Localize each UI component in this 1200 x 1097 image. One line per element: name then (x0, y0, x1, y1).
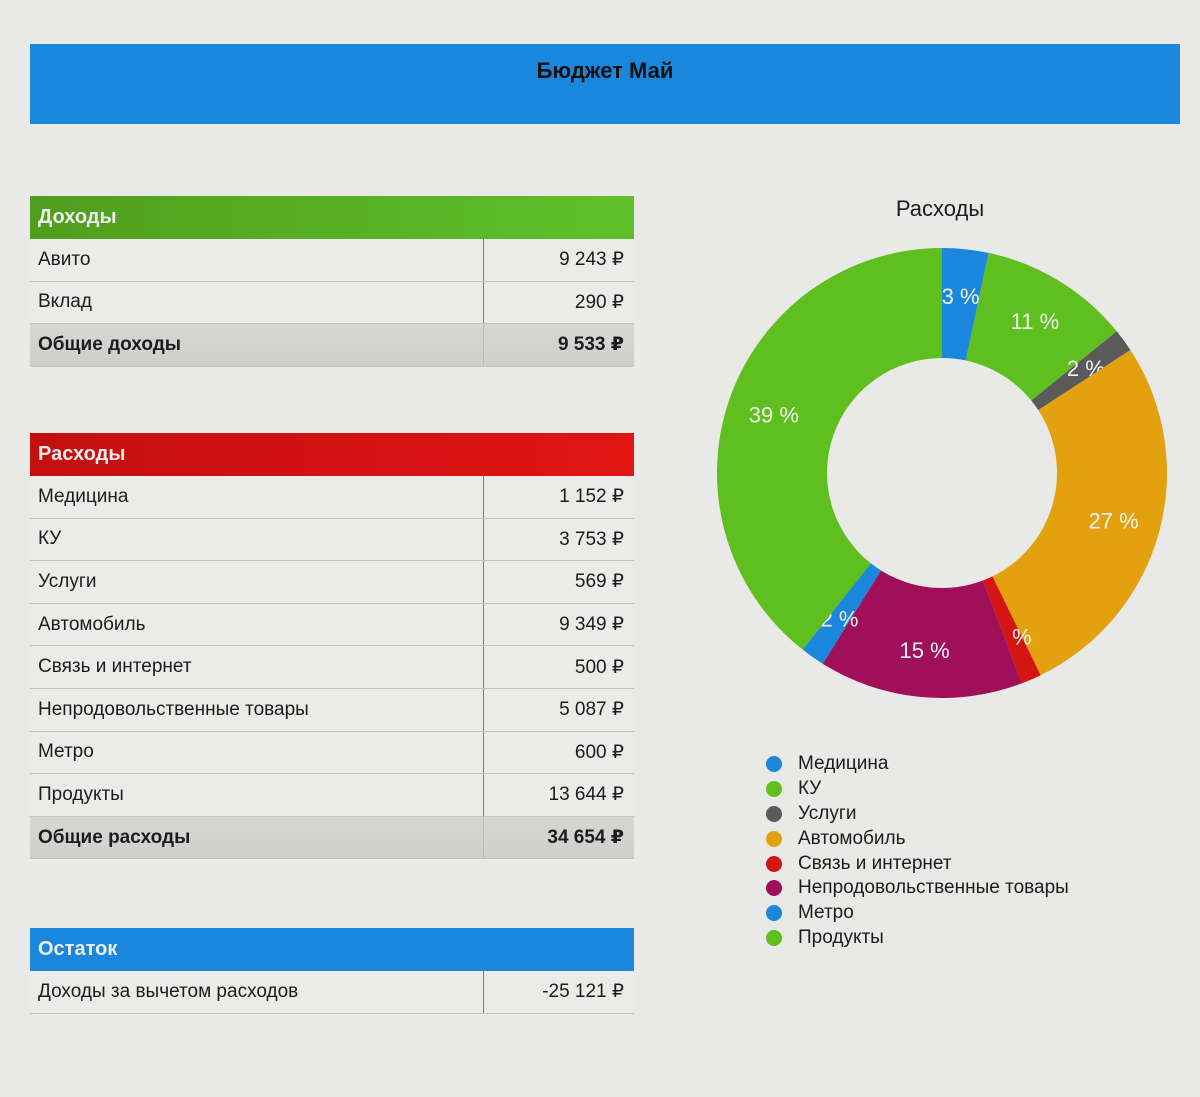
table-row: Медицина 1 152 ₽ (30, 476, 634, 519)
table-row: Услуги 569 ₽ (30, 561, 634, 604)
row-value: -25 121 ₽ (542, 981, 624, 1003)
slice-label-8: 39 % (749, 403, 799, 428)
row-value: 3 753 ₽ (559, 528, 624, 550)
legend-dot-icon (766, 756, 782, 773)
pie-slice-4 (992, 350, 1167, 676)
legend-dot-icon (766, 805, 782, 822)
legend-item: Непродовольственные товары (766, 876, 1069, 901)
table-row: КУ 3 753 ₽ (30, 518, 634, 562)
legend-label: Непродовольственные товары (798, 877, 1069, 899)
row-value: 9 349 ₽ (559, 614, 624, 636)
row-label: Метро (30, 731, 484, 774)
table-row: Метро 600 ₽ (30, 731, 634, 775)
row-label: Медицина (30, 476, 484, 518)
income-header: Доходы (30, 196, 634, 239)
legend-dot-icon (766, 781, 782, 798)
slice-label-2: 11 % (1011, 309, 1060, 334)
table-row: Автомобиль 9 349 ₽ (30, 603, 634, 647)
pie-slice-7 (802, 563, 882, 664)
pie-slice-5 (982, 576, 1041, 684)
income-total-row: Общие доходы 9 533 ₽ (30, 324, 634, 367)
pie-slice-6 (822, 570, 1022, 698)
row-value: 500 ₽ (574, 656, 624, 678)
table-row: Непродовольственные товары 5 087 ₽ (30, 688, 634, 732)
row-label: Услуги (30, 561, 484, 603)
row-label: Продукты (30, 774, 484, 816)
expense-table: Расходы Медицина 1 152 ₽ КУ 3 753 ₽ Услу… (30, 433, 634, 860)
total-value: 9 533 ₽ (557, 334, 624, 356)
legend-item: Продукты (766, 926, 1069, 951)
total-value: 34 654 ₽ (547, 827, 624, 849)
legend-label: Связь и интернет (798, 852, 952, 874)
legend-item: Связь и интернет (766, 851, 1069, 876)
expense-total-row: Общие расходы 34 654 ₽ (30, 816, 634, 860)
row-value: 1 152 ₽ (559, 486, 624, 508)
pie-slice-2 (965, 252, 1117, 401)
legend-dot-icon (766, 855, 782, 872)
legend-item: КУ (766, 777, 1069, 802)
row-value: 600 ₽ (574, 741, 624, 763)
row-label: Непродовольственные товары (30, 688, 484, 731)
legend-dot-icon (766, 929, 782, 946)
income-table: Доходы Авито 9 243 ₽ Вклад 290 ₽ Общие д… (30, 196, 634, 367)
row-value: 290 ₽ (574, 291, 624, 313)
row-value: 569 ₽ (574, 571, 624, 593)
pie-slice-8 (716, 248, 942, 650)
table-row: Доходы за вычетом расходов -25 121 ₽ (30, 971, 634, 1014)
legend-label: КУ (798, 778, 822, 800)
pie-slice-3 (1031, 331, 1131, 411)
legend-label: Продукты (798, 926, 884, 948)
legend-item: Метро (766, 901, 1069, 926)
legend-dot-icon (766, 905, 782, 922)
row-label: Вклад (30, 281, 484, 324)
row-label: КУ (30, 518, 484, 561)
balance-header: Остаток (30, 928, 634, 971)
slice-label-4: 27 % (1089, 508, 1139, 533)
row-value: 5 087 ₽ (559, 699, 624, 721)
legend-label: Автомобиль (798, 827, 906, 849)
row-value: 9 243 ₽ (559, 249, 624, 271)
legend-dot-icon (766, 880, 782, 897)
page-title: Бюджет Май (536, 58, 674, 83)
total-label: Общие доходы (30, 324, 484, 366)
legend-item: Автомобиль (766, 826, 1069, 851)
row-label: Автомобиль (30, 603, 484, 646)
expense-donut-chart: 3 %11 %2 %27 %1 %15 %2 %39 % (716, 248, 1167, 698)
title-banner: Бюджет Май (30, 44, 1180, 124)
legend-item: Медицина (766, 752, 1069, 777)
legend-dot-icon (766, 830, 782, 847)
row-label: Связь и интернет (30, 646, 484, 688)
slice-label-6: 15 % (900, 638, 950, 663)
slice-label-1: 3 % (942, 284, 980, 309)
expense-header: Расходы (30, 433, 634, 476)
legend-label: Медицина (798, 753, 889, 775)
table-row: Продукты 13 644 ₽ (30, 774, 634, 817)
row-value: 13 644 ₽ (548, 784, 624, 806)
legend-label: Метро (798, 902, 854, 924)
pie-slice-1 (942, 248, 989, 361)
total-label: Общие расходы (30, 816, 484, 859)
row-label: Доходы за вычетом расходов (30, 971, 484, 1013)
legend-label: Услуги (798, 802, 857, 824)
balance-table: Остаток Доходы за вычетом расходов -25 1… (30, 928, 634, 1014)
table-row: Авито 9 243 ₽ (30, 239, 634, 282)
chart-title: Расходы (895, 196, 985, 221)
legend-item: Услуги (766, 802, 1069, 827)
table-row: Связь и интернет 500 ₽ (30, 646, 634, 689)
row-label: Авито (30, 239, 484, 281)
chart-legend: Медицина КУ Услуги Автомобиль Связь и интерн… (766, 752, 1069, 950)
table-row: Вклад 290 ₽ (30, 281, 634, 325)
